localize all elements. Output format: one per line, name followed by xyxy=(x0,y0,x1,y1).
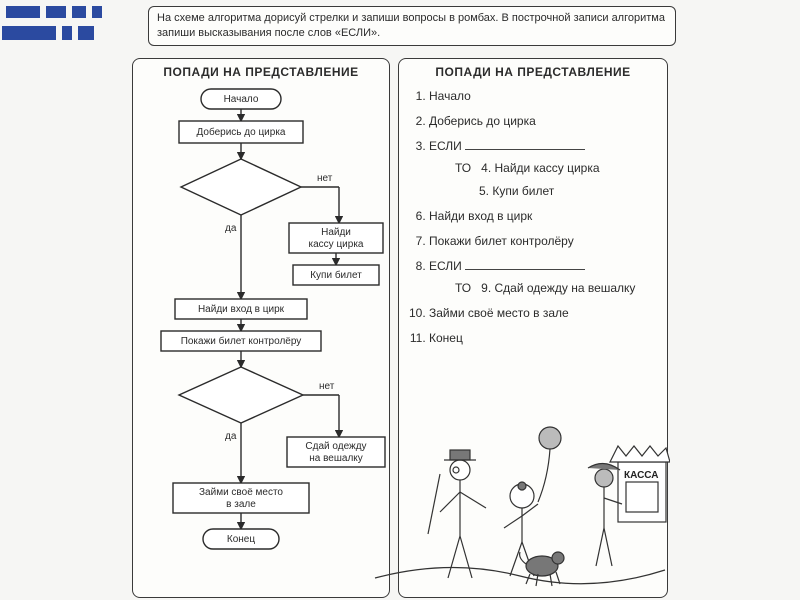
blank-line-1 xyxy=(465,139,585,150)
step-8: ЕСЛИ ТО 9. Сдай одежду на вешалку xyxy=(429,255,657,301)
step-3: ЕСЛИ ТО 4. Найди кассу цирка 5. Купи бил… xyxy=(429,135,657,203)
step-10: Займи своё место в зале xyxy=(429,302,657,325)
circus-illustration: КАССА xyxy=(370,408,670,594)
svg-text:Займи своё место: Займи своё место xyxy=(199,487,283,498)
step-1: Начало xyxy=(429,85,657,108)
svg-text:Покажи билет контролёру: Покажи билет контролёру xyxy=(181,335,302,347)
svg-text:Сдай одежду: Сдай одежду xyxy=(305,441,366,452)
svg-text:да: да xyxy=(225,431,237,442)
svg-text:нет: нет xyxy=(317,173,333,184)
corner-decoration xyxy=(2,4,122,44)
instruction-box: На схеме алгоритма дорисуй стрелки и зап… xyxy=(148,6,676,46)
flowchart-panel: ПОПАДИ НА ПРЕДСТАВЛЕНИЕ Начало Доберись … xyxy=(132,58,390,598)
step-2: Доберись до цирка xyxy=(429,110,657,133)
text-steps: Начало Доберись до цирка ЕСЛИ ТО 4. Найд… xyxy=(409,85,657,352)
flowchart-title: ПОПАДИ НА ПРЕДСТАВЛЕНИЕ xyxy=(133,65,389,79)
svg-text:Найди: Найди xyxy=(321,227,351,238)
blank-line-2 xyxy=(465,259,585,270)
svg-text:Конец: Конец xyxy=(227,534,255,545)
flowchart-svg: Начало Доберись до цирка нет Найди кассу… xyxy=(133,83,389,593)
svg-text:кассу цирка: кассу цирка xyxy=(309,239,364,250)
label-start: Начало xyxy=(224,94,259,105)
step-11: Конец xyxy=(429,327,657,350)
svg-text:Купи билет: Купи билет xyxy=(310,269,362,281)
svg-text:КАССА: КАССА xyxy=(624,470,659,481)
node-dec2 xyxy=(179,367,303,423)
svg-text:Найди вход в цирк: Найди вход в цирк xyxy=(198,304,285,315)
svg-text:нет: нет xyxy=(319,381,335,392)
slide-page: На схеме алгоритма дорисуй стрелки и зап… xyxy=(0,0,800,600)
text-title: ПОПАДИ НА ПРЕДСТАВЛЕНИЕ xyxy=(399,65,667,79)
svg-text:Доберись до цирка: Доберись до цирка xyxy=(197,126,286,138)
step-7: Покажи билет контролёру xyxy=(429,230,657,253)
svg-text:на вешалку: на вешалку xyxy=(309,453,363,464)
svg-text:в зале: в зале xyxy=(226,499,256,510)
svg-text:да: да xyxy=(225,223,237,234)
instruction-text: На схеме алгоритма дорисуй стрелки и зап… xyxy=(157,12,665,39)
node-dec1 xyxy=(181,159,301,215)
step-6: Найди вход в цирк xyxy=(429,205,657,228)
